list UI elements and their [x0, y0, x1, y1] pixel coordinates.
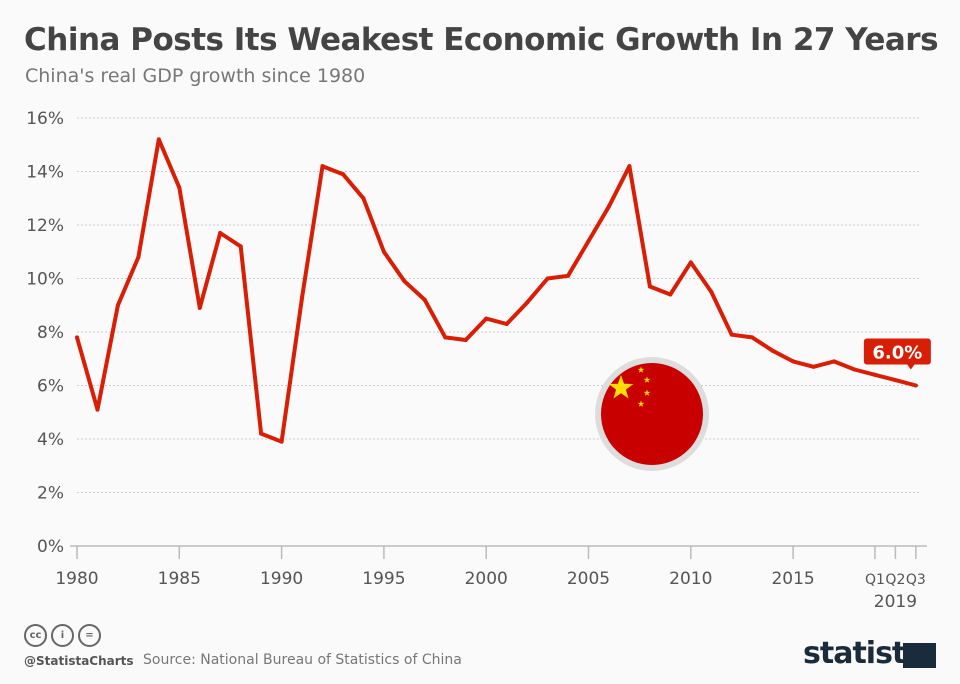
y-tick-label: 12% — [26, 216, 64, 236]
flag-small-star-icon — [643, 376, 651, 383]
x-tick-label: 2005 — [567, 569, 610, 589]
x-group-label: 2019 — [874, 592, 917, 612]
data-point — [688, 260, 693, 265]
data-point — [115, 303, 120, 308]
flag-small-star-icon — [637, 400, 645, 407]
data-point — [381, 249, 386, 254]
data-point — [504, 321, 509, 326]
data-point — [647, 284, 652, 289]
license-icons: cc i = — [24, 624, 101, 647]
data-point — [95, 407, 100, 412]
value-label: 6.0% — [872, 343, 922, 364]
chart-subtitle: China's real GDP growth since 1980 — [25, 65, 366, 87]
chart-title: China Posts Its Weakest Economic Growth … — [24, 22, 939, 58]
nd-icon: = — [78, 624, 101, 647]
y-tick-label: 14% — [26, 163, 64, 183]
flag-small-star-icon — [637, 366, 645, 373]
footer-handle: @StatistaCharts — [24, 654, 134, 668]
data-point — [238, 244, 243, 249]
value-label-box — [863, 338, 931, 365]
flag-large-star-icon — [608, 375, 634, 399]
data-point — [443, 335, 448, 340]
gdp-growth-line — [75, 137, 917, 444]
data-point — [197, 305, 202, 310]
data-point — [463, 338, 468, 343]
y-tick-label: 16% — [26, 109, 64, 129]
data-point — [709, 289, 714, 294]
x-tick-label: Q2 — [885, 572, 905, 588]
data-point — [770, 348, 775, 353]
data-point — [300, 295, 305, 300]
data-point — [606, 204, 611, 209]
x-tick-label: Q3 — [906, 572, 926, 588]
data-point — [750, 335, 755, 340]
data-point — [545, 276, 550, 281]
data-point — [893, 378, 898, 383]
x-tick-label: 2000 — [465, 569, 508, 589]
y-tick-label: 2% — [37, 484, 64, 504]
data-point — [832, 359, 837, 364]
data-point — [279, 439, 284, 444]
x-tick-label: 2015 — [771, 569, 814, 589]
x-tick-label: 1990 — [260, 569, 303, 589]
data-point — [627, 164, 632, 169]
data-point — [484, 316, 489, 321]
data-point — [872, 372, 877, 377]
y-tick-label: 6% — [37, 377, 64, 397]
data-point — [361, 196, 366, 201]
data-point — [156, 137, 161, 142]
y-tick-label: 8% — [37, 323, 64, 343]
data-point — [586, 239, 591, 244]
y-tick-label: 4% — [37, 430, 64, 450]
by-icon: i — [51, 624, 74, 647]
footer-source: Source: National Bureau of Statistics of… — [143, 652, 462, 668]
data-point — [177, 185, 182, 190]
value-label-pointer — [906, 364, 915, 370]
x-tick-label: Q1 — [865, 572, 885, 588]
data-point — [729, 332, 734, 337]
data-point — [320, 164, 325, 169]
y-tick-label: 10% — [26, 270, 64, 290]
data-point — [340, 172, 345, 177]
data-point — [525, 300, 530, 305]
x-tick-label: 1995 — [362, 569, 405, 589]
data-point — [75, 335, 79, 340]
data-point — [791, 359, 796, 364]
data-point — [136, 255, 141, 260]
y-tick-label: 0% — [37, 537, 64, 557]
data-point — [852, 367, 857, 372]
data-point — [811, 364, 816, 369]
data-point — [259, 431, 264, 436]
statista-logo-mark — [903, 643, 936, 668]
data-point — [566, 273, 571, 278]
data-point — [668, 292, 673, 297]
data-point — [913, 383, 918, 388]
data-point — [218, 231, 223, 236]
x-tick-label: 2010 — [669, 569, 712, 589]
flag-small-star-icon — [643, 389, 651, 396]
x-tick-label: 1980 — [55, 569, 98, 589]
cc-icon: cc — [24, 624, 47, 647]
china-flag-icon — [601, 363, 703, 465]
data-point — [422, 297, 427, 302]
data-point — [402, 279, 407, 284]
x-tick-label: 1985 — [158, 569, 201, 589]
